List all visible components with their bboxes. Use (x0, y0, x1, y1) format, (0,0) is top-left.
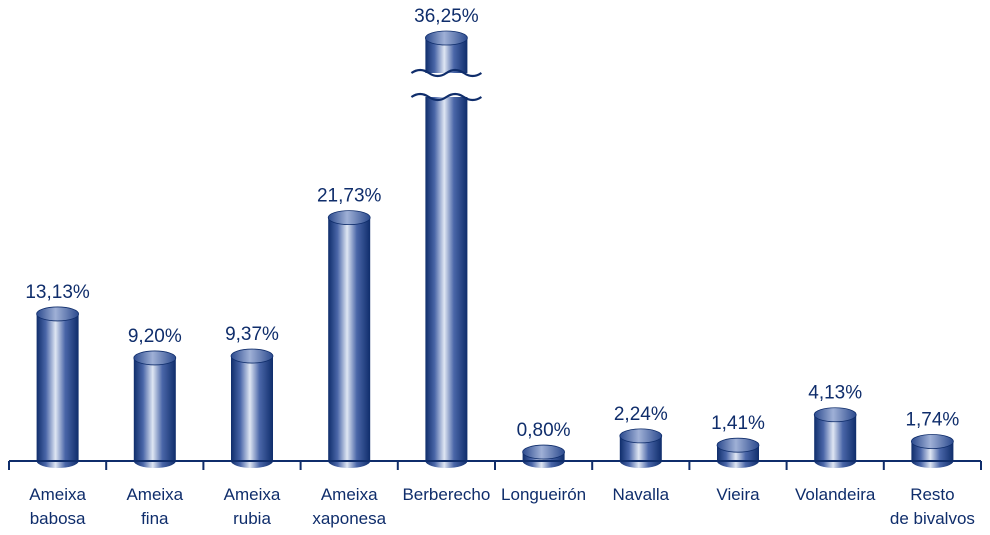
bar (36, 306, 79, 469)
value-label: 1,41% (711, 413, 765, 434)
value-label: 0,80% (517, 420, 571, 441)
category-label: Vieira (716, 485, 760, 504)
bar-top (911, 434, 954, 449)
bar-top (619, 428, 663, 444)
category-label: babosa (30, 509, 86, 528)
category-label: Longueirón (501, 485, 586, 504)
category-labels: Ameixa babosa Ameixa fina Ameixa rubia Ameixa x… (29, 485, 975, 528)
bars-group (36, 30, 954, 469)
bar-top (230, 348, 274, 364)
value-label: 9,20% (128, 326, 182, 347)
bar-body (231, 356, 273, 468)
category-label: Volandeira (795, 485, 876, 504)
value-labels: 13,13% 9,20% 9,37% 21,73% 36,25% 0,80% 2,24% 1,… (25, 6, 959, 441)
category-label: de bivalvos (890, 509, 975, 528)
category-label: fina (141, 509, 169, 528)
bar (522, 444, 565, 469)
value-label: 36,25% (414, 6, 479, 27)
category-label: Resto (910, 485, 954, 504)
category-label: Ameixa (126, 485, 183, 504)
value-label: 21,73% (317, 186, 382, 207)
category-label: Ameixa (29, 485, 86, 504)
bar-body (425, 38, 468, 469)
bar-body (133, 357, 176, 468)
x-axis (8, 460, 982, 470)
value-label: 4,13% (808, 383, 862, 404)
category-label: Navalla (612, 485, 669, 504)
value-label: 13,13% (25, 282, 90, 303)
value-label: 9,37% (225, 324, 279, 345)
category-label: Berberecho (402, 485, 490, 504)
bar (619, 428, 663, 469)
category-label: rubia (233, 509, 271, 528)
bar (409, 30, 484, 469)
bar-top (716, 437, 760, 453)
bar-top (522, 444, 565, 460)
bar-top (133, 350, 177, 366)
bar-body (619, 435, 662, 469)
value-label: 2,24% (614, 404, 668, 425)
bar-body (328, 217, 371, 469)
category-label: xaponesa (312, 509, 386, 528)
bar (716, 437, 760, 468)
bar (230, 348, 274, 468)
bar-top (36, 306, 79, 322)
value-label: 1,74% (905, 410, 959, 431)
category-label: Ameixa (321, 485, 378, 504)
axis-break-mark (410, 92, 483, 102)
bar-body (814, 414, 857, 469)
axis-break-mark (410, 68, 483, 78)
bar (327, 210, 371, 469)
bar-top (813, 407, 857, 423)
bar (133, 350, 177, 468)
bar-body (36, 313, 79, 469)
bar-top (424, 30, 468, 46)
bar-top (327, 210, 371, 226)
bar (911, 434, 954, 469)
bar (813, 407, 857, 469)
category-label: Ameixa (224, 485, 281, 504)
